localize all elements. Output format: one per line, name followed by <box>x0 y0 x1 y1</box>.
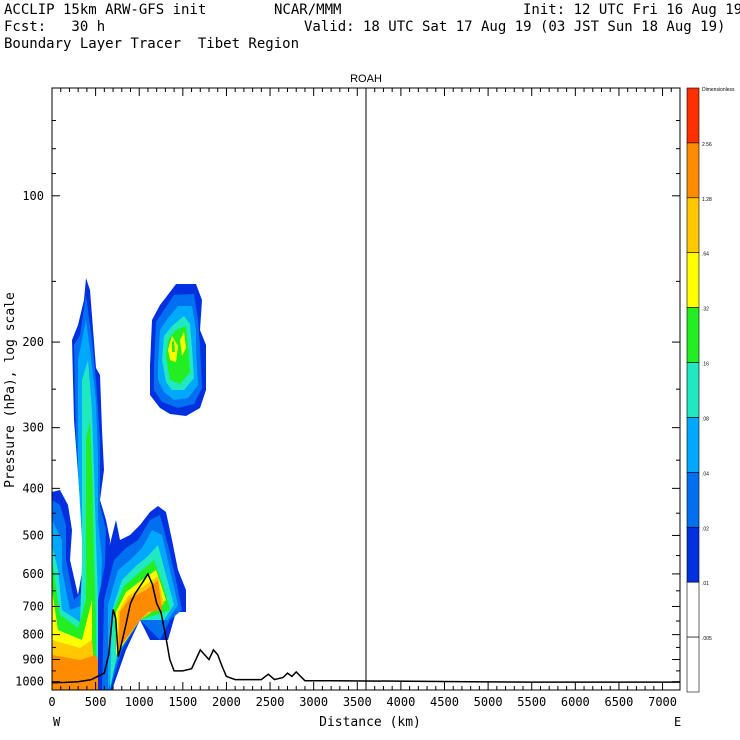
tracer-field <box>52 278 206 690</box>
colorbar-label: .64 <box>702 252 709 258</box>
y-tick-label: 100 <box>22 189 44 203</box>
colorbar-label: .01 <box>702 581 709 587</box>
colorbar-swatch <box>686 307 700 363</box>
y-tick-label: 900 <box>22 652 44 666</box>
colorbar-swatch <box>686 636 700 693</box>
x-tick-label: 6000 <box>561 695 590 709</box>
header-line3-left: Boundary Layer Tracer Tibet Region <box>4 36 300 52</box>
x-tick-label: 3000 <box>299 695 328 709</box>
colorbar-label: .16 <box>702 362 709 368</box>
colorbar-label: Dimensionless <box>702 87 735 93</box>
header-line2-right: Valid: 18 UTC Sat 17 Aug 19 (03 JST Sun … <box>304 19 726 35</box>
y-tick-label: 1000 <box>15 675 44 689</box>
tracer-upper-blob <box>150 284 206 416</box>
y-tick-label: 800 <box>22 628 44 642</box>
colorbar-swatch <box>686 142 700 199</box>
colorbar-label: .04 <box>702 471 709 477</box>
colorbar-label: .08 <box>702 416 709 422</box>
x-tick-label: 500 <box>85 695 107 709</box>
colorbar-swatch <box>686 581 700 638</box>
x-tick-label: 2500 <box>256 695 285 709</box>
colorbar-swatch <box>686 87 700 144</box>
colorbar-label: .02 <box>702 526 709 532</box>
y-axis-label: Pressure (hPa), log scale <box>3 292 18 488</box>
x-axis: 0 500 1000 1500 2000 2500 3000 3500 4000 4500 5000… <box>48 88 681 709</box>
colorbar-label: .005 <box>702 636 712 642</box>
colorbar-swatch <box>686 252 700 308</box>
header-line1-right: Init: 12 UTC Fri 16 Aug 19 <box>523 2 740 18</box>
x-axis-label: Distance (km) <box>319 715 421 730</box>
x-end-label: E <box>674 715 681 729</box>
chart-title: ROAH <box>350 73 382 85</box>
colorbar: Dimensionless 2.56 1.28 .64 .32 .16 .08 .04 .02.… <box>686 87 735 693</box>
y-tick-label: 200 <box>22 335 44 349</box>
colorbar-swatch <box>686 417 700 473</box>
x-tick-label: 7000 <box>648 695 677 709</box>
x-tick-label: 0 <box>48 695 55 709</box>
terrain-profile-line <box>52 572 680 684</box>
header-line1-left: ACCLIP 15km ARW-GFS init <box>4 2 207 18</box>
y-tick-label: 300 <box>22 421 44 435</box>
colorbar-swatch <box>686 197 700 254</box>
colorbar-label: 2.56 <box>702 142 712 148</box>
x-tick-label: 4500 <box>430 695 459 709</box>
colorbar-swatch <box>686 526 700 583</box>
colorbar-label: 1.28 <box>702 197 712 203</box>
colorbar-label: .32 <box>702 307 709 313</box>
x-tick-label: 1000 <box>125 695 154 709</box>
x-tick-label: 3500 <box>343 695 372 709</box>
y-tick-label: 400 <box>22 481 44 495</box>
x-start-label: W <box>53 715 61 729</box>
x-tick-label: 1500 <box>168 695 197 709</box>
colorbar-swatch <box>686 362 700 418</box>
x-tick-label: 5000 <box>474 695 503 709</box>
y-tick-label: 500 <box>22 528 44 542</box>
y-axis: 100 200 300 400 500 600 700 800 900 1000 <box>15 120 680 689</box>
y-tick-label: 600 <box>22 567 44 581</box>
x-tick-label: 6500 <box>604 695 633 709</box>
header-line2-left: Fcst: 30 h <box>4 19 106 35</box>
y-tick-label: 700 <box>22 599 44 613</box>
x-tick-label: 5500 <box>517 695 546 709</box>
x-tick-label: 2000 <box>212 695 241 709</box>
colorbar-swatch <box>686 472 700 528</box>
header-line1-mid: NCAR/MMM <box>274 2 342 18</box>
x-tick-label: 4000 <box>386 695 415 709</box>
